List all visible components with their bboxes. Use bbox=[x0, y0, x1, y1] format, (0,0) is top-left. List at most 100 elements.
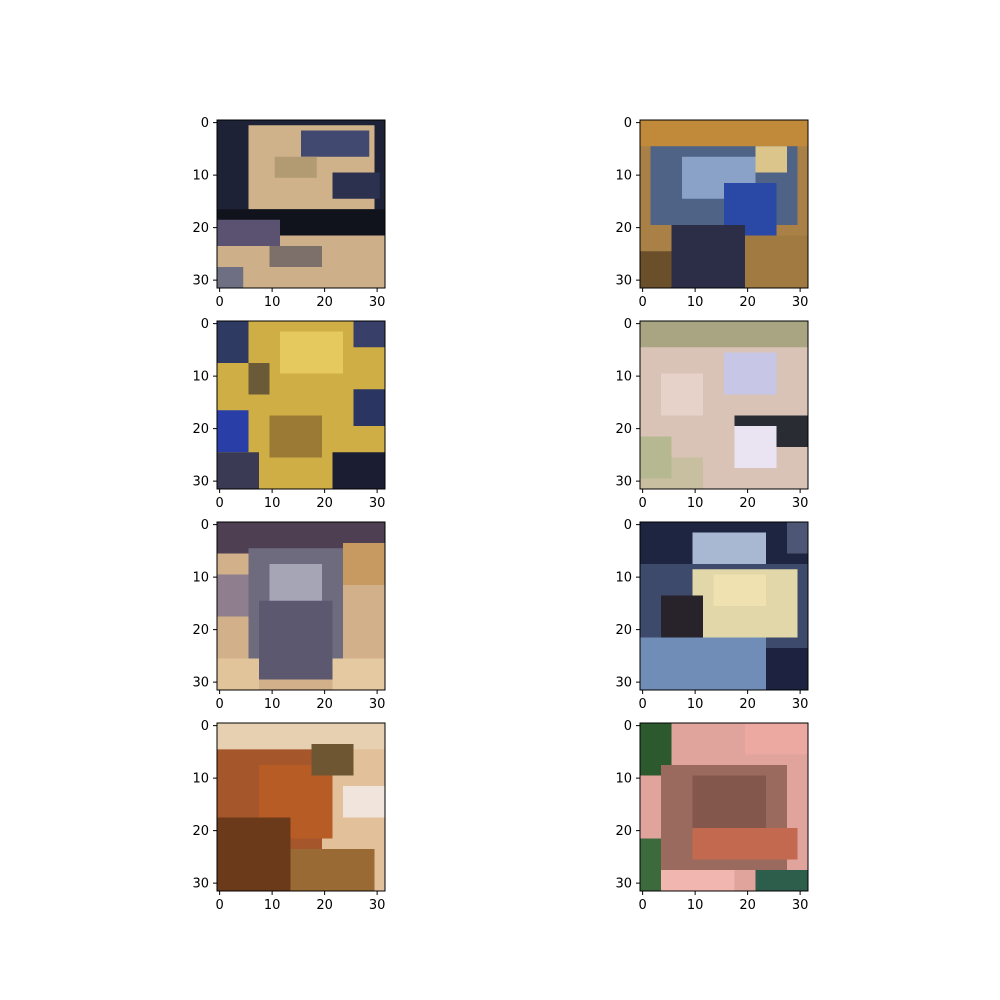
pixel-block bbox=[332, 172, 380, 199]
axes-frame bbox=[216, 722, 386, 892]
x-tick-label: 20 bbox=[739, 697, 756, 712]
image-pixels bbox=[640, 321, 808, 489]
pixel-block bbox=[217, 817, 291, 891]
pixel-block bbox=[661, 373, 703, 416]
y-tick-label: 20 bbox=[192, 221, 209, 236]
y-tick-label: 20 bbox=[615, 221, 632, 236]
y-tick-label: 10 bbox=[192, 772, 209, 787]
pixel-block bbox=[734, 426, 777, 468]
pixel-block bbox=[640, 637, 766, 690]
pixel-block bbox=[724, 352, 777, 395]
axes-frame bbox=[639, 722, 809, 892]
x-tick-label: 10 bbox=[264, 898, 281, 913]
pixel-block bbox=[217, 410, 249, 453]
x-tick-label: 0 bbox=[215, 295, 223, 310]
y-tick-label: 10 bbox=[192, 571, 209, 586]
pixel-block bbox=[640, 321, 808, 348]
image-panel-2: 0 10 20 30 0 10 20 30 bbox=[615, 116, 809, 310]
y-tick-label: 20 bbox=[192, 623, 209, 638]
pixel-block bbox=[290, 849, 375, 891]
x-tick-label: 20 bbox=[316, 295, 333, 310]
y-tick-label: 30 bbox=[192, 274, 209, 289]
y-tick-label: 30 bbox=[192, 475, 209, 490]
pixel-block bbox=[343, 786, 385, 818]
pixel-block bbox=[311, 744, 354, 776]
image-pixels bbox=[640, 120, 808, 288]
y-tick-label: 10 bbox=[615, 370, 632, 385]
x-tick-label: 0 bbox=[638, 496, 646, 511]
y-tick-label: 10 bbox=[615, 772, 632, 787]
image-pixels bbox=[217, 321, 385, 489]
x-tick-label: 20 bbox=[739, 295, 756, 310]
axes-frame bbox=[216, 521, 386, 691]
image-panel-4: 0 10 20 30 0 10 20 30 bbox=[615, 317, 809, 511]
pixel-block bbox=[640, 251, 672, 288]
x-tick-label: 10 bbox=[264, 496, 281, 511]
x-tick-label: 30 bbox=[369, 295, 386, 310]
image-panel-8: 0 10 20 30 0 10 20 30 bbox=[615, 719, 809, 913]
pixel-block bbox=[332, 452, 385, 489]
pixel-block bbox=[745, 723, 808, 755]
x-tick-label: 0 bbox=[215, 697, 223, 712]
pixel-block bbox=[353, 389, 385, 426]
x-tick-label: 20 bbox=[316, 898, 333, 913]
pixel-block bbox=[259, 600, 333, 680]
image-pixels bbox=[640, 723, 808, 891]
y-tick-label: 10 bbox=[192, 169, 209, 184]
pixel-block bbox=[787, 522, 808, 554]
x-tick-label: 20 bbox=[739, 496, 756, 511]
pixel-block bbox=[640, 838, 661, 891]
y-tick-label: 30 bbox=[615, 877, 632, 892]
image-pixels bbox=[640, 522, 808, 690]
pixel-block bbox=[217, 321, 249, 363]
pixel-block bbox=[745, 235, 808, 288]
pixel-block bbox=[640, 870, 735, 891]
y-tick-label: 30 bbox=[615, 475, 632, 490]
y-tick-label: 0 bbox=[201, 719, 209, 734]
x-tick-label: 0 bbox=[215, 496, 223, 511]
x-tick-label: 0 bbox=[215, 898, 223, 913]
y-tick-label: 0 bbox=[201, 518, 209, 533]
pixel-block bbox=[217, 267, 244, 288]
pixel-block bbox=[640, 120, 808, 147]
pixel-block bbox=[217, 723, 385, 750]
pixel-block bbox=[217, 452, 259, 489]
x-tick-label: 10 bbox=[264, 697, 281, 712]
x-tick-label: 10 bbox=[687, 898, 704, 913]
x-tick-label: 0 bbox=[638, 898, 646, 913]
image-panel-3: 0 10 20 30 0 10 20 30 bbox=[192, 317, 386, 511]
pixel-block bbox=[248, 363, 270, 395]
pixel-block bbox=[766, 648, 808, 690]
y-tick-label: 0 bbox=[201, 116, 209, 131]
x-tick-label: 20 bbox=[316, 496, 333, 511]
y-tick-label: 20 bbox=[615, 623, 632, 638]
pixel-block bbox=[353, 321, 385, 348]
y-tick-label: 0 bbox=[624, 116, 632, 131]
y-tick-label: 10 bbox=[192, 370, 209, 385]
x-tick-label: 0 bbox=[638, 295, 646, 310]
pixel-block bbox=[671, 225, 745, 288]
y-tick-label: 20 bbox=[615, 422, 632, 437]
y-tick-label: 30 bbox=[615, 274, 632, 289]
x-tick-label: 30 bbox=[792, 898, 809, 913]
image-pixels bbox=[217, 723, 385, 891]
y-tick-label: 0 bbox=[624, 317, 632, 332]
image-panel-1: 0 10 20 30 0 10 20 30 bbox=[192, 116, 386, 310]
pixel-block bbox=[217, 658, 259, 690]
pixel-block bbox=[640, 436, 672, 479]
pixel-block bbox=[692, 828, 798, 860]
x-tick-label: 20 bbox=[316, 697, 333, 712]
pixel-block bbox=[301, 130, 370, 157]
axes-frame bbox=[639, 320, 809, 490]
image-panel-5: 0 10 20 30 0 10 20 30 bbox=[192, 518, 386, 712]
x-tick-label: 10 bbox=[687, 295, 704, 310]
pixel-block bbox=[343, 543, 385, 585]
pixel-block bbox=[755, 146, 787, 173]
pixel-block bbox=[692, 775, 766, 828]
x-tick-label: 10 bbox=[687, 697, 704, 712]
pixel-block bbox=[755, 870, 808, 891]
pixel-block bbox=[269, 246, 322, 267]
y-tick-label: 30 bbox=[192, 676, 209, 691]
y-tick-label: 20 bbox=[615, 824, 632, 839]
axes-frame bbox=[216, 320, 386, 490]
